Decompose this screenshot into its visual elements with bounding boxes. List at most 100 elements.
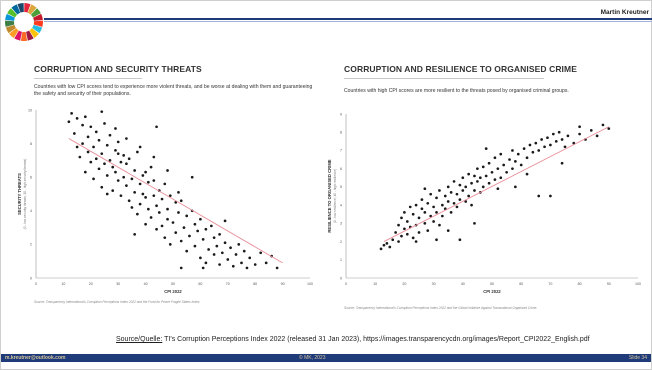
- data-point: [201, 238, 205, 241]
- logo-segment: [33, 20, 44, 27]
- trend-line: [68, 138, 283, 264]
- data-point: [116, 179, 120, 182]
- data-point: [449, 211, 453, 214]
- data-point: [607, 127, 611, 130]
- data-point: [499, 152, 503, 156]
- data-point: [81, 142, 84, 145]
- data-point: [443, 194, 447, 198]
- footer-slide-number: Slide 34: [628, 355, 647, 361]
- data-point: [144, 222, 147, 226]
- data-point: [229, 246, 232, 250]
- data-point: [177, 211, 180, 214]
- data-point: [146, 180, 150, 184]
- logo-segment: [33, 13, 43, 21]
- data-point: [220, 251, 224, 255]
- data-point: [595, 134, 599, 138]
- data-point: [259, 251, 263, 255]
- data-point: [86, 150, 90, 154]
- data-point: [75, 145, 79, 149]
- data-point: [245, 266, 249, 270]
- data-point: [420, 207, 424, 211]
- security-threats-scatter-chart: 0 10 20 30 40 50 60 70 80 90 100 0 2 4 6 8 10 CPI 2022 SEC…: [17, 108, 313, 294]
- data-point: [136, 212, 139, 216]
- data-point: [458, 183, 462, 187]
- logo-segment: [5, 13, 15, 21]
- left-panel-title: CORRUPTION AND SECURITY THREATS: [34, 64, 202, 74]
- data-point: [179, 239, 183, 243]
- data-point: [525, 156, 529, 160]
- data-point: [537, 194, 541, 198]
- data-point: [528, 143, 532, 147]
- trend-line: [383, 126, 610, 242]
- data-point: [223, 241, 227, 245]
- data-point: [163, 236, 167, 240]
- data-point: [400, 234, 403, 238]
- x-tick-label: 10: [373, 282, 377, 286]
- data-point: [125, 184, 128, 187]
- logo-segment: [30, 8, 41, 18]
- data-point: [458, 198, 462, 201]
- data-point: [484, 174, 488, 178]
- data-point: [111, 189, 115, 192]
- data-point: [168, 243, 172, 246]
- data-point: [578, 125, 581, 129]
- data-point: [207, 248, 210, 251]
- data-point: [81, 123, 84, 127]
- y-axis-label: RESILIENCE TO ORGANISED CRIME: [327, 159, 332, 232]
- data-point: [234, 253, 238, 256]
- y-tick-label: 8: [30, 142, 32, 146]
- data-point: [253, 263, 257, 266]
- data-point: [481, 185, 485, 189]
- data-point: [193, 222, 197, 226]
- data-point: [470, 203, 473, 207]
- data-point: [138, 182, 142, 186]
- data-point: [248, 256, 252, 260]
- y-tick-label: 5: [340, 185, 342, 189]
- data-point: [196, 229, 200, 233]
- data-point: [394, 231, 397, 234]
- data-point: [122, 175, 126, 179]
- data-point: [166, 169, 169, 172]
- data-point: [449, 191, 453, 194]
- data-point: [105, 192, 109, 196]
- data-point: [473, 174, 476, 178]
- logo-segment: [20, 31, 28, 41]
- data-point: [540, 138, 543, 141]
- data-point: [461, 189, 465, 192]
- data-point: [111, 165, 115, 169]
- data-point: [163, 182, 167, 186]
- logo-segment: [7, 8, 18, 18]
- data-point: [543, 145, 546, 149]
- y-tick-label: 3: [340, 222, 342, 226]
- organised-crime-resilience-scatter-chart: 0 10 20 30 40 50 60 70 80 90 100 0 1 2 3 4 5 6 7 8 9 CPI 2022…: [327, 112, 641, 294]
- data-point: [508, 158, 511, 161]
- data-point: [152, 179, 156, 182]
- data-point: [473, 221, 476, 225]
- data-point: [534, 141, 538, 145]
- data-point: [414, 240, 418, 243]
- data-point: [100, 110, 104, 114]
- data-point: [179, 199, 183, 203]
- data-point: [136, 150, 139, 154]
- data-point: [89, 160, 93, 164]
- data-point: [403, 211, 406, 214]
- data-point: [546, 136, 549, 140]
- y-axis-sublabel: (0 - low resilience; 10 - high resilienc…: [333, 169, 337, 223]
- data-point: [188, 234, 191, 238]
- y-tick-label: 4: [30, 209, 32, 213]
- data-point: [464, 200, 468, 203]
- footer-copyright: © MK, 2023: [299, 355, 326, 361]
- x-axis-label: CPI 2022: [164, 289, 182, 294]
- x-tick-label: 50: [490, 282, 494, 286]
- data-point: [441, 214, 444, 218]
- data-point: [411, 212, 415, 216]
- x-tick-label: 100: [635, 282, 641, 286]
- data-point: [514, 185, 517, 189]
- data-point: [467, 172, 470, 176]
- data-point: [408, 205, 412, 209]
- data-point: [476, 167, 479, 171]
- data-point: [537, 149, 541, 152]
- data-point: [155, 125, 158, 129]
- data-point: [155, 227, 158, 231]
- logo-segment: [32, 24, 43, 34]
